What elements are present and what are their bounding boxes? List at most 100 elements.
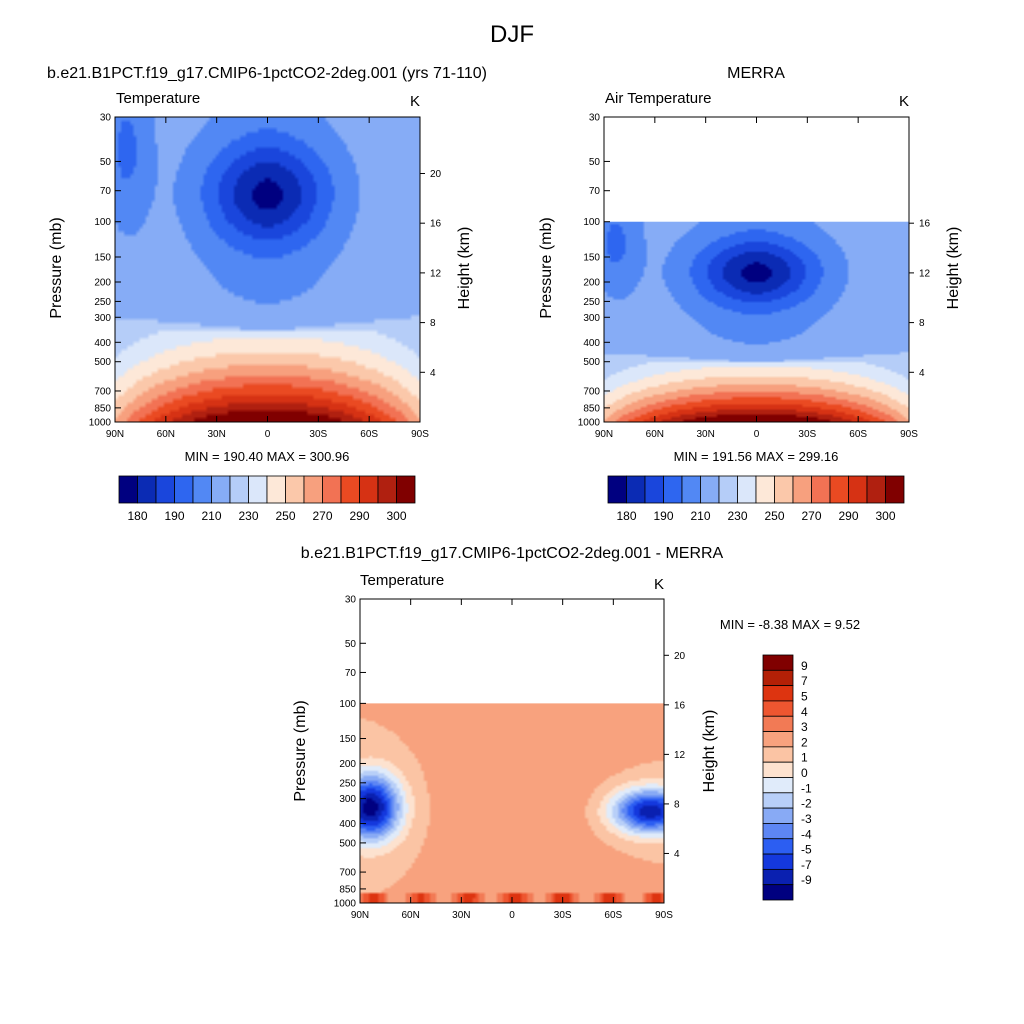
x-tick-label: 30S [798,429,816,440]
y2-tick-label: 16 [430,219,442,230]
colorbar-label: 300 [386,509,406,523]
panel-model-variable-label: Temperature [116,90,200,107]
panel-model: b.e21.B1PCT.f19_g17.CMIP6-1pctCO2-2deg.0… [47,65,487,523]
y2-tick-label: 8 [430,318,436,329]
colorbar-box [377,475,397,504]
colorbar-box [137,475,157,504]
y-tick-label: 300 [583,313,600,324]
y-tick-label: 850 [583,403,600,414]
colorbar-box [762,823,794,840]
colorbar-box [229,475,249,504]
panel-diff-plot: 305070100150200250300400500700850100090N… [334,595,686,922]
colorbar-box [792,475,812,504]
x-tick-label: 60S [604,910,622,921]
panel-model-title: b.e21.B1PCT.f19_g17.CMIP6-1pctCO2-2deg.0… [47,65,487,82]
colorbar-label: 7 [801,674,808,688]
colorbar-label: -9 [801,873,812,887]
colorbar-label: -2 [801,797,812,811]
colorbar-label: 290 [349,509,369,523]
panel-model-units-label: K [410,93,420,110]
colorbar-box [248,475,268,504]
colorbar-label: 3 [801,720,808,734]
colorbar-box [359,475,379,504]
colorbar-label: -7 [801,858,812,872]
y-tick-label: 200 [339,759,356,770]
y-tick-label: 700 [94,386,111,397]
colorbar-label: 4 [801,705,808,719]
y-tick-label: 30 [345,595,357,606]
y2-tick-label: 16 [919,219,931,230]
colorbar-box [303,475,323,504]
x-tick-label: 30S [554,910,572,921]
figure-title: DJF [490,21,534,48]
y-tick-label: 200 [94,278,111,289]
panel-obs-units-label: K [899,93,909,110]
y-tick-label: 50 [100,157,112,168]
panel-diff-stats: MIN = -8.38 MAX = 9.52 [720,617,860,632]
y2-tick-label: 16 [674,700,686,711]
x-tick-label: 30N [452,910,470,921]
panel-diff-title: b.e21.B1PCT.f19_g17.CMIP6-1pctCO2-2deg.0… [301,545,724,562]
panel-model-y2label: Height (km) [456,227,473,310]
colorbar-box [174,475,194,504]
colorbar-label: 290 [838,509,858,523]
colorbar-box [829,475,849,504]
colorbar-label: 300 [875,509,895,523]
x-tick-label: 0 [754,429,760,440]
colorbar-label: 230 [238,509,258,523]
colorbar-box [762,884,794,901]
colorbar-label: -5 [801,843,812,857]
x-tick-label: 90S [655,910,673,921]
colorbar-box [762,868,794,886]
colorbar-box [762,807,794,824]
colorbar-box [811,475,831,504]
y-tick-label: 1000 [334,899,357,910]
colorbar-box [762,792,794,809]
colorbar-label: 270 [312,509,332,523]
x-tick-label: 90N [595,429,613,440]
colorbar-box [211,475,231,504]
y-tick-label: 500 [339,838,356,849]
colorbar-box [663,475,683,504]
panel-diff-y2label: Height (km) [701,710,718,793]
y-tick-label: 70 [589,186,601,197]
panel-diff-units-label: K [654,576,664,593]
y-tick-label: 250 [339,778,356,789]
x-tick-label: 90S [411,429,429,440]
contour-field [115,117,420,422]
colorbar-box [155,475,175,504]
y-tick-label: 30 [100,113,112,124]
y2-tick-label: 4 [430,368,436,379]
colorbar-box [737,475,757,504]
y-tick-label: 100 [339,699,356,710]
x-tick-label: 30S [309,429,327,440]
y2-tick-label: 12 [919,268,931,279]
y-tick-label: 400 [94,338,111,349]
x-tick-label: 60N [646,429,664,440]
panel-diff-variable-label: Temperature [360,572,444,589]
y-tick-label: 500 [94,357,111,368]
y-tick-label: 150 [94,252,111,263]
colorbar-label: 230 [727,509,747,523]
colorbar-box [681,475,701,504]
y2-tick-label: 20 [674,651,686,662]
panel-model-ylabel: Pressure (mb) [48,217,65,318]
colorbar-box [762,777,794,794]
colorbar-box [192,475,212,504]
colorbar-label: -3 [801,812,812,826]
colorbar-box [626,475,646,504]
colorbar-label: 180 [616,509,636,523]
colorbar-box [762,731,794,748]
colorbar-label: 270 [801,509,821,523]
y-tick-label: 400 [339,819,356,830]
colorbar-box [762,654,794,671]
contour-field [604,221,909,422]
y-tick-label: 70 [345,668,357,679]
contour-field [360,703,664,903]
y-tick-label: 150 [583,252,600,263]
panel-obs-colorbar: 180 190 210 230 250 270 290 300 [607,475,905,523]
y2-tick-label: 20 [430,169,442,180]
x-tick-label: 30N [207,429,225,440]
colorbar-box [340,475,360,504]
